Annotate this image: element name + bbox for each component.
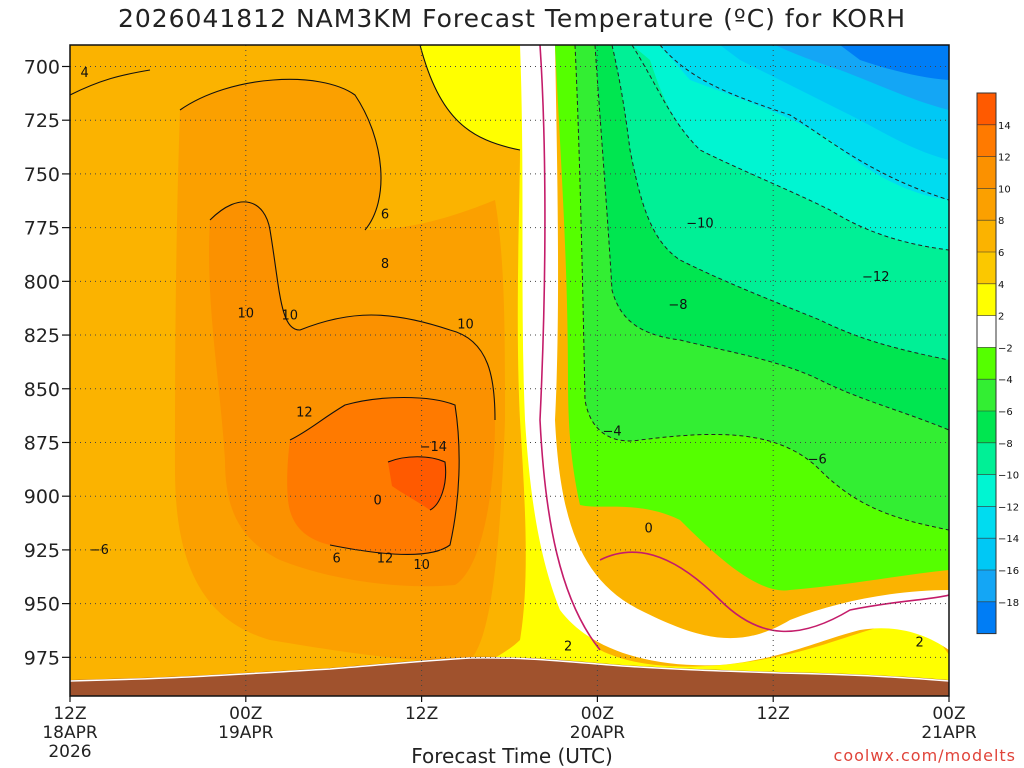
colorbar-label: 12 — [998, 153, 1011, 164]
colorbar-label: 2 — [998, 312, 1004, 323]
contour-label: 12 — [296, 405, 313, 420]
colorbar-segment — [977, 315, 996, 348]
colorbar-label: −8 — [998, 439, 1013, 450]
contour-label: 2 — [916, 635, 924, 650]
x-tick-label: 12Z — [405, 704, 438, 724]
y-tick-label: 775 — [24, 218, 60, 240]
contour-label: 0 — [645, 521, 653, 536]
y-tick-label: 725 — [24, 110, 60, 132]
x-tick-label: 00Z — [932, 704, 965, 724]
contour-label: −6 — [808, 453, 827, 468]
y-tick-label: 875 — [24, 432, 60, 454]
y-tick-label: 975 — [24, 647, 60, 669]
colorbar-frame — [976, 92, 997, 635]
field-below-minus18 — [840, 45, 949, 80]
colorbar-label: −16 — [998, 566, 1019, 577]
x-tick-label: 20APR — [570, 723, 626, 743]
contour-label: 2 — [564, 640, 572, 655]
field-12-14 — [287, 397, 460, 555]
contour-label: 10 — [413, 558, 430, 573]
negative-contours — [574, 45, 949, 531]
colorbar-segment — [977, 188, 996, 221]
colorbar-segment — [977, 570, 996, 602]
y-tick-label: 900 — [24, 486, 60, 508]
colorbar-segment — [977, 474, 996, 507]
contour-lines — [70, 45, 521, 555]
contour-label: 4 — [81, 66, 89, 81]
colorbar-label: −14 — [998, 534, 1019, 545]
contour-labels: 4 6 8 10 10 10 12 −14 0 −6 6 12 10 2 −4 0 −10 −8 −12 −6 2 — [81, 66, 924, 655]
x-tick-label: 21APR — [921, 723, 977, 743]
colorbar-label: −2 — [998, 343, 1013, 354]
y-tick-label: 825 — [24, 325, 60, 347]
y-tick-label: 925 — [24, 540, 60, 562]
contour-label: −4 — [602, 425, 621, 440]
contour-label: −12 — [862, 270, 889, 285]
y-tick-label: 850 — [24, 379, 60, 401]
colorbar-segment — [977, 442, 996, 475]
x-tick-label: 12Z — [53, 704, 86, 724]
y-tick-label: 950 — [24, 594, 60, 616]
colorbar-segment — [977, 220, 996, 252]
colorbar: 14 12 10 8 6 4 2 −2 −4 −6 −8 −10 −12 −14 −16 −18 — [976, 92, 1019, 635]
colorbar-segment — [977, 93, 996, 125]
x-tick-label: 00Z — [229, 704, 262, 724]
field-minus2-2 — [520, 45, 949, 666]
colorbar-segment — [977, 156, 996, 189]
contour-label: 10 — [238, 307, 255, 322]
colorbar-label: −6 — [998, 407, 1013, 418]
zero-contour — [539, 45, 949, 651]
contour-label: −8 — [668, 298, 687, 313]
x-tick-label: 2026 — [48, 742, 91, 762]
contour-label: 8 — [381, 257, 389, 272]
y-tick-label: 800 — [24, 271, 60, 293]
x-tick-label: 00Z — [581, 704, 614, 724]
x-tick-label: 18APR — [42, 723, 98, 743]
x-tick-label: 12Z — [757, 704, 790, 724]
contour-label: −6 — [90, 543, 109, 558]
colorbar-label: 10 — [998, 184, 1011, 195]
x-tick-label: 19APR — [218, 723, 274, 743]
colorbar-label: −18 — [998, 598, 1019, 609]
colorbar-segment — [977, 506, 996, 539]
contour-label: 12 — [377, 551, 394, 566]
colorbar-label: 6 — [998, 248, 1004, 259]
plot-frame — [69, 44, 950, 697]
field-14-plus — [388, 456, 446, 510]
colorbar-label: −12 — [998, 502, 1019, 513]
colorbar-segment — [977, 538, 996, 570]
colorbar-segment — [977, 283, 996, 316]
contour-label: −14 — [420, 440, 447, 455]
colorbar-segment — [977, 411, 996, 443]
contour-label: 10 — [281, 309, 298, 324]
colorbar-segment — [977, 601, 996, 634]
credit-link[interactable]: coolwx.com/modelts — [833, 746, 1016, 765]
contour-label: −10 — [686, 216, 713, 231]
y-tick-label: 750 — [24, 164, 60, 186]
colorbar-label: 8 — [998, 216, 1004, 227]
grid-lines — [70, 45, 949, 696]
colorbar-label: 14 — [998, 121, 1011, 132]
contour-label: 10 — [457, 317, 474, 332]
colorbar-segment — [977, 347, 996, 380]
colorbar-segment — [977, 252, 996, 284]
colorbar-label: 4 — [998, 280, 1004, 291]
colorbar-segment — [977, 379, 996, 411]
contour-label: 6 — [381, 208, 389, 223]
y-tick-label: 700 — [24, 56, 60, 78]
contour-label: 6 — [332, 551, 340, 566]
x-axis-label: Forecast Time (UTC) — [411, 744, 613, 768]
colorbar-label: −10 — [998, 471, 1019, 482]
temperature-field — [70, 45, 949, 696]
colorbar-segment — [977, 124, 996, 157]
colorbar-label: −4 — [998, 375, 1013, 386]
contour-label: 0 — [374, 493, 382, 508]
y-axis: 700 725 750 775 800 825 850 875 900 925 950 975 — [24, 56, 70, 669]
chart-title: 2026041812 NAM3KM Forecast Temperature (… — [117, 4, 907, 33]
terrain — [70, 656, 949, 696]
